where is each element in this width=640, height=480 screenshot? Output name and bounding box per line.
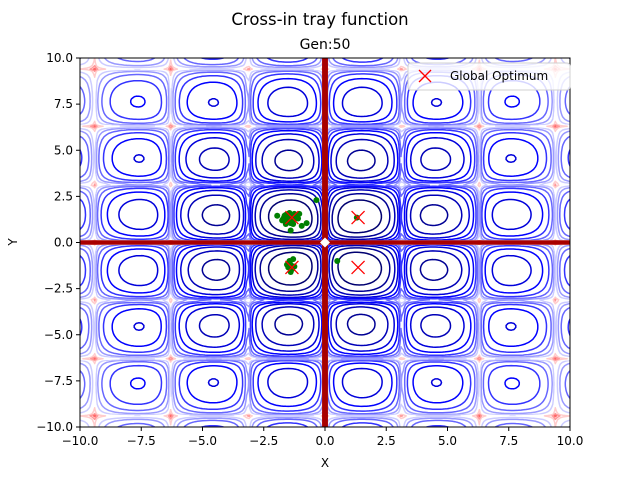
chart-subtitle: Gen:50 — [300, 37, 351, 53]
global-optimum-marker — [284, 260, 299, 275]
population-point — [353, 214, 360, 221]
origin-marker — [320, 237, 330, 248]
contour-lines — [80, 58, 570, 427]
y-tick-label: −5.0 — [44, 328, 73, 342]
y-axis-label: Y — [6, 238, 20, 247]
optimum-stroke-b — [284, 210, 299, 225]
population-point — [295, 215, 302, 222]
chart-title: Cross-in tray function — [231, 10, 408, 29]
x-tick-label: 10.0 — [557, 434, 584, 448]
x-tick-label: 2.5 — [377, 434, 396, 448]
population-point — [313, 197, 320, 204]
contour-level-4 — [118, 86, 532, 399]
x-axis-label: X — [321, 456, 329, 470]
y-tick-label: 7.5 — [54, 97, 73, 111]
legend-optimum-marker-icon — [418, 69, 432, 83]
population-point — [334, 257, 341, 264]
legend: Global Optimum — [407, 62, 571, 91]
population-point — [279, 217, 286, 224]
x-axis-ticks: −10.0 −7.5 −5.0 −2.5 0.0 2.5 5.0 7.5 10.0 — [62, 427, 584, 448]
contour-level-5 — [106, 77, 544, 408]
x-tick-label: 7.5 — [499, 434, 518, 448]
x-tick-label: −5.0 — [188, 434, 217, 448]
y-tick-label: −2.5 — [44, 282, 73, 296]
global-optimum-marker — [284, 210, 299, 225]
population-point — [290, 256, 297, 263]
x-tick-label: −7.5 — [127, 434, 156, 448]
y-tick-label: 0.0 — [54, 236, 73, 250]
population-point — [303, 220, 310, 227]
population-point — [287, 227, 294, 234]
contour-level-3 — [187, 138, 463, 347]
population-point — [290, 221, 297, 228]
x-tick-label: 0.0 — [315, 434, 334, 448]
contour-level-2 — [201, 149, 449, 336]
global-optimum-marker — [351, 260, 366, 275]
plot-area — [80, 58, 570, 427]
x-tick-label: −2.5 — [249, 434, 278, 448]
legend-label-global-optimum: Global Optimum — [450, 69, 548, 83]
y-tick-label: 2.5 — [54, 189, 73, 203]
optimum-stroke-b — [351, 260, 366, 275]
global-optimum-marker — [351, 210, 366, 225]
contour-level-1 — [267, 199, 383, 286]
x-tick-label: 5.0 — [438, 434, 457, 448]
optimum-stroke-b — [284, 260, 299, 275]
y-tick-label: 10.0 — [46, 51, 73, 65]
global-optimum-markers — [284, 210, 366, 275]
population-point — [298, 222, 305, 229]
y-tick-label: −7.5 — [44, 374, 73, 388]
y-axis-ticks: −10.0 −7.5 −5.0 −2.5 0.0 2.5 5.0 7.5 10.0 — [36, 51, 80, 434]
optimum-stroke-b — [351, 210, 366, 225]
legend-box — [407, 62, 571, 91]
population-point — [274, 212, 281, 219]
population-point — [291, 210, 298, 217]
y-tick-label: −10.0 — [36, 420, 73, 434]
y-tick-label: 5.0 — [54, 143, 73, 157]
x-tick-label: −10.0 — [62, 434, 99, 448]
